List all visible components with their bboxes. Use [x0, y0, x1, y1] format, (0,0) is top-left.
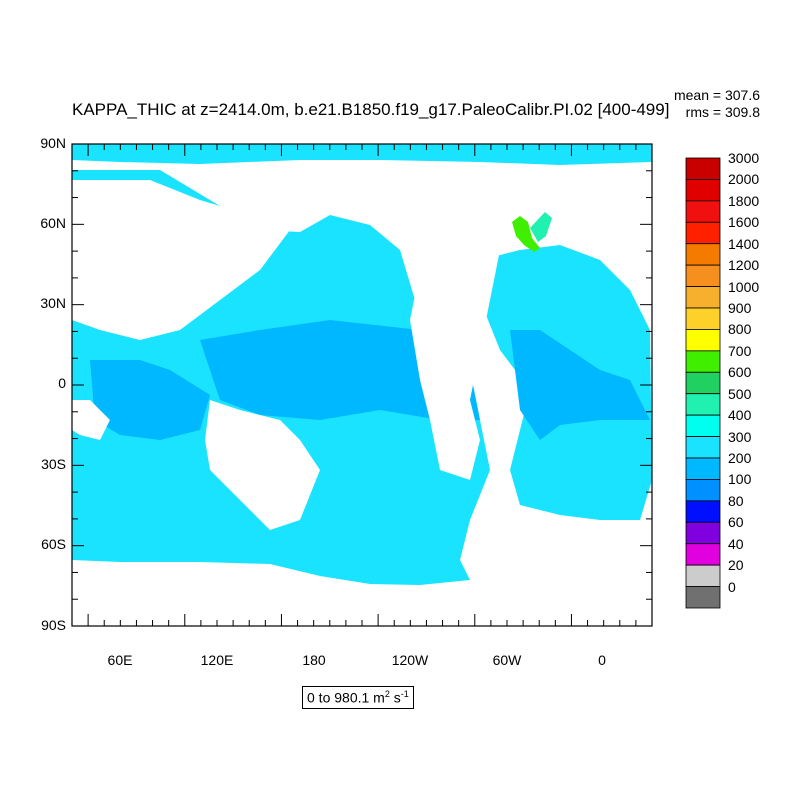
label-bar-swatch [685, 286, 721, 309]
lat-label: 0 [58, 375, 66, 391]
lon-label: 120W [391, 652, 429, 668]
australia-land [205, 400, 320, 530]
range-unit-exp: 2 [384, 689, 390, 699]
label-bar-label: 60 [728, 514, 744, 531]
label-bar-label: 1800 [728, 192, 760, 209]
lon-label: 180 [302, 652, 326, 668]
africa-edge-land [72, 400, 110, 440]
label-bar-label: 900 [728, 300, 752, 316]
range-unit-mid: s [389, 689, 401, 706]
rms-stat: rms = 309.8 [685, 104, 760, 120]
label-bar-label: 2000 [728, 171, 760, 188]
label-bar-swatch [685, 414, 721, 437]
label-bar-label: 200 [728, 450, 752, 466]
range-text: 0 to 980.1 m [307, 689, 385, 706]
range-box: 0 to 980.1 m2 s-1 [302, 686, 414, 709]
label-bar-label: 1400 [728, 235, 760, 252]
tropical-atlantic-band [510, 330, 650, 440]
ocean-field [72, 144, 652, 626]
lat-label: 30N [40, 295, 66, 311]
mean-stat: mean = 307.6 [673, 87, 760, 103]
label-bar-swatch [685, 457, 721, 480]
range-unit-exp: -1 [400, 689, 409, 699]
label-bar-label: 0 [728, 578, 736, 595]
label-bar-swatch [685, 543, 721, 566]
label-bar-label: 1600 [728, 214, 760, 231]
label-bar-swatch [685, 393, 721, 416]
hotspot-edge [530, 212, 552, 242]
label-bar-label: 20 [728, 557, 744, 574]
label-bar-swatch [685, 221, 721, 245]
label-bar-swatch [685, 564, 721, 587]
label-bar-swatch [685, 329, 721, 352]
label-bar-swatch [685, 521, 721, 545]
label-bar-label: 100 [728, 471, 752, 488]
lat-label: 60S [41, 536, 66, 552]
map-title: KAPPA_THIC at z=2414.0m, b.e21.B1850.f19… [72, 100, 670, 119]
label-bar-swatch [685, 157, 721, 180]
label-bar-swatch [685, 586, 721, 609]
antarctica-land [72, 566, 652, 626]
axis-ticks [71, 143, 653, 627]
eurasia-land [72, 180, 290, 340]
label-bar-swatch [685, 200, 721, 223]
label-bar-swatch [685, 436, 721, 459]
label-bar-label: 40 [728, 535, 744, 552]
label-bar-label: 1200 [728, 257, 760, 274]
greenland-land [560, 175, 650, 240]
americas-land [410, 240, 500, 480]
label-bar-label: 80 [728, 492, 744, 509]
label-bar-label: 300 [728, 428, 752, 445]
indian-ocean-band [90, 360, 210, 440]
lat-label: 30S [41, 456, 66, 472]
label-bar-label: 3000 [728, 150, 760, 166]
label-bar-swatch [685, 179, 721, 202]
lat-label: 60N [40, 215, 66, 231]
lon-label: 120E [200, 652, 234, 668]
label-bar-label: 500 [728, 385, 752, 402]
label-bar [685, 157, 721, 609]
label-bar-label: 600 [728, 364, 752, 381]
label-bar-label: 700 [728, 342, 752, 359]
label-bar-swatch [685, 264, 721, 287]
label-bar-label: 400 [728, 407, 752, 424]
label-bar-swatch [685, 243, 721, 266]
tropical-pacific-band [200, 320, 480, 420]
lon-label: 60W [492, 652, 522, 668]
lat-label: 90N [40, 135, 66, 151]
lat-label: 90S [41, 617, 66, 633]
label-bar-swatch [685, 500, 721, 523]
label-bar-swatch [685, 479, 721, 502]
lon-label: 60E [107, 652, 133, 668]
label-bar-swatch [685, 307, 721, 330]
label-bar-label: 1000 [728, 278, 760, 295]
label-bar-label: 800 [728, 321, 752, 338]
hotspot-region [512, 216, 540, 252]
lon-label: 0 [598, 652, 606, 668]
label-bar-swatch [685, 350, 721, 373]
label-bar-swatch [685, 371, 721, 395]
